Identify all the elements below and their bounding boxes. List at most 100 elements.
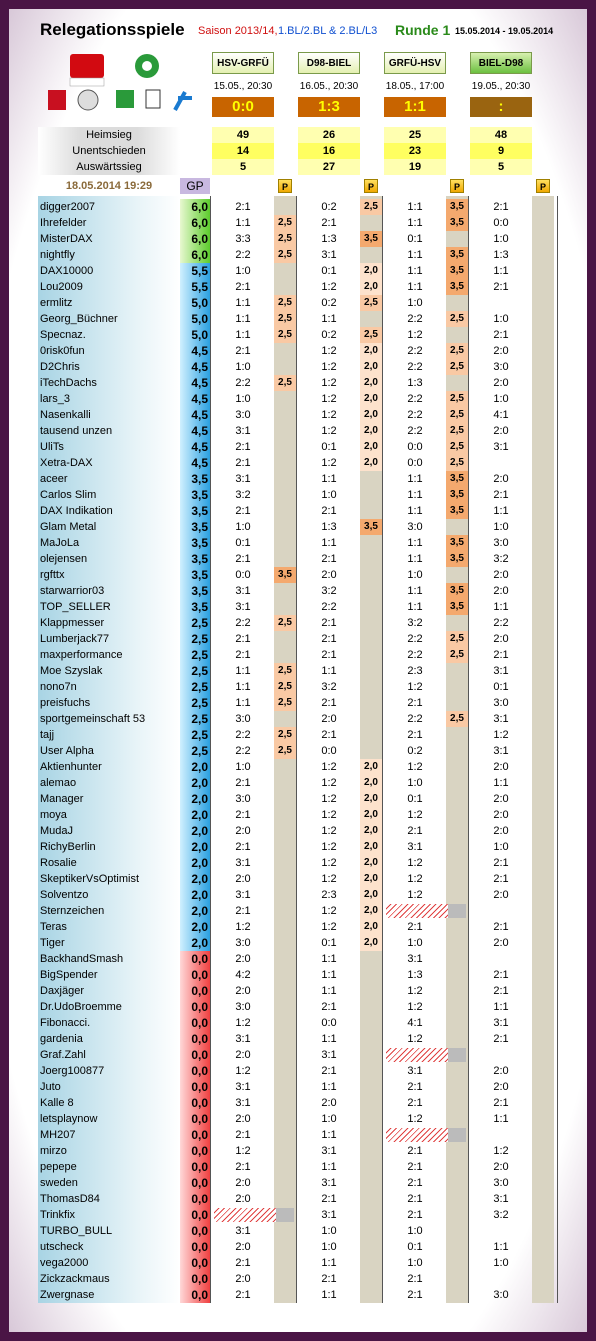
tip: 2:1: [321, 729, 337, 741]
player-name: aceer: [40, 473, 68, 485]
player-name: Specnaz.: [40, 329, 86, 341]
tip: 0:0: [407, 441, 423, 453]
league-logos: [48, 54, 192, 111]
player-name: mirzo: [40, 1145, 67, 1157]
tip: 3:1: [235, 585, 251, 597]
player-name: Aktienhunter: [40, 761, 102, 773]
tip: 2:0: [235, 1113, 251, 1125]
tip: 1:0: [235, 761, 251, 773]
gp-value: 0,0: [180, 1031, 210, 1047]
points: 2,0: [360, 423, 382, 439]
gp-value: 5,0: [180, 295, 210, 311]
player-name: tausend unzen: [40, 425, 113, 437]
player-name: alemao: [40, 777, 77, 789]
player-name: maxperformance: [40, 649, 123, 661]
tip: 2:1: [235, 457, 251, 469]
tip: 1:2: [493, 1145, 509, 1157]
gp-value: 0,0: [180, 1047, 210, 1063]
gp-value: 2,5: [180, 711, 210, 727]
player-name: rgfttx: [40, 569, 65, 581]
stat-value: 19: [384, 159, 446, 175]
tip: 3:1: [235, 1033, 251, 1045]
tip: 3:2: [321, 585, 337, 597]
tip: 1:1: [235, 313, 251, 325]
points: 2,0: [360, 391, 382, 407]
tip: 2:0: [321, 569, 337, 581]
points: 3,5: [446, 551, 468, 567]
gp-value: 0,0: [180, 1143, 210, 1159]
tip: 1:2: [321, 761, 337, 773]
points: 2,5: [446, 391, 468, 407]
points: 2,0: [360, 775, 382, 791]
player-name: MH207: [40, 1129, 76, 1141]
points: 2,5: [446, 359, 468, 375]
tip: 1:1: [235, 217, 251, 229]
gp-value: 0,0: [180, 1223, 210, 1239]
player-name: Tiger: [40, 937, 65, 949]
tip: 1:0: [407, 1257, 423, 1269]
gp-value: 4,5: [180, 439, 210, 455]
player-name: TOP_SELLER: [40, 601, 111, 613]
stat-label: Heimsieg: [38, 127, 180, 143]
stat-label: Unentschieden: [38, 143, 180, 159]
tip: 1:1: [493, 1241, 509, 1253]
tip: 0:0: [407, 457, 423, 469]
tip: 1:0: [407, 297, 423, 309]
tip: 1:0: [321, 1225, 337, 1237]
gp-value: 2,0: [180, 839, 210, 855]
tip: 2:2: [235, 729, 251, 741]
player-name: lars_3: [40, 393, 70, 405]
points: 3,5: [446, 471, 468, 487]
stat-value: 14: [212, 143, 274, 159]
points: 2,5: [446, 439, 468, 455]
tip: 2:0: [493, 585, 509, 597]
tip: 2:1: [407, 697, 423, 709]
player-name: MaJoLa: [40, 537, 80, 549]
tip: 2:0: [493, 825, 509, 837]
player-name: ermlitz: [40, 297, 73, 309]
tip: 2:1: [407, 1209, 423, 1221]
stat-value: 48: [470, 127, 532, 143]
tip: 3:0: [493, 697, 509, 709]
tip: 3:1: [493, 1193, 509, 1205]
points: 2,5: [274, 295, 296, 311]
tip: 2:2: [407, 393, 423, 405]
gp-value: 0,0: [180, 1079, 210, 1095]
tip: 1:2: [321, 457, 337, 469]
season: Saison 2013/14,: [198, 25, 278, 37]
tip: 1:1: [321, 537, 337, 549]
gp-value: 2,5: [180, 695, 210, 711]
tip: 2:1: [235, 441, 251, 453]
tip: 1:1: [321, 1033, 337, 1045]
tip: 3:2: [235, 489, 251, 501]
tip: 1:3: [407, 969, 423, 981]
tip: 3:1: [235, 857, 251, 869]
tip: 1:1: [321, 985, 337, 997]
tip: 2:0: [493, 761, 509, 773]
tip: 3:1: [235, 425, 251, 437]
tip: 2:1: [235, 201, 251, 213]
name-column-bg: [38, 196, 180, 1303]
tip: 2:0: [493, 809, 509, 821]
gp-value: 0,0: [180, 1159, 210, 1175]
tip: 2:2: [407, 345, 423, 357]
points: 3,5: [446, 583, 468, 599]
player-name: Teras: [40, 921, 67, 933]
points-header: P: [450, 179, 464, 193]
tip: 1:2: [235, 921, 251, 933]
tip: 1:1: [321, 1129, 337, 1141]
points: 2,0: [360, 903, 382, 919]
gp-value: 0,0: [180, 1111, 210, 1127]
tip: 1:0: [235, 393, 251, 405]
match-name: GRFÜ-HSV: [384, 52, 446, 74]
tip: 2:1: [321, 505, 337, 517]
player-name: vega2000: [40, 1257, 89, 1269]
gp-value: 0,0: [180, 1095, 210, 1111]
points: 2,5: [360, 199, 382, 215]
tip: 3:1: [493, 1017, 509, 1029]
tip: 0:1: [321, 441, 337, 453]
tip: 1:1: [321, 1161, 337, 1173]
gp-header: GP: [180, 178, 210, 194]
tip: 1:0: [321, 1241, 337, 1253]
